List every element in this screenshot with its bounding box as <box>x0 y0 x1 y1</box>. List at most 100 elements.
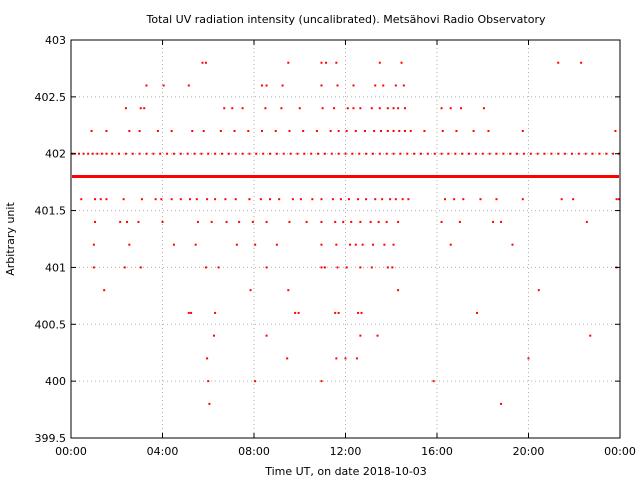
data-point <box>227 152 230 155</box>
data-point <box>92 266 95 269</box>
data-point <box>500 220 503 223</box>
data-point <box>210 220 213 223</box>
data-point <box>323 152 326 155</box>
data-point <box>557 152 560 155</box>
data-points <box>71 61 620 405</box>
data-point <box>269 152 272 155</box>
data-point <box>354 129 357 132</box>
data-point <box>264 107 267 110</box>
data-point <box>170 129 173 132</box>
data-point <box>207 152 210 155</box>
data-point <box>397 107 400 110</box>
data-point <box>119 220 122 223</box>
data-point <box>605 152 608 155</box>
data-point <box>225 220 228 223</box>
data-point <box>161 220 164 223</box>
data-point <box>143 107 146 110</box>
data-point <box>392 129 395 132</box>
x-tick-label: 20:00 <box>513 445 545 458</box>
data-point <box>537 289 540 292</box>
data-point <box>321 107 324 110</box>
data-point <box>386 107 389 110</box>
data-point <box>159 152 162 155</box>
data-point <box>386 129 389 132</box>
data-point <box>299 198 302 201</box>
data-point <box>329 129 332 132</box>
data-point <box>160 198 163 201</box>
data-point <box>354 243 357 246</box>
data-point <box>381 198 384 201</box>
data-point <box>502 152 505 155</box>
data-point <box>186 152 189 155</box>
data-point <box>214 311 217 314</box>
data-point <box>426 152 429 155</box>
data-point <box>365 198 368 201</box>
data-point <box>286 357 289 360</box>
data-point <box>145 152 148 155</box>
data-point <box>371 243 374 246</box>
data-point <box>453 198 456 201</box>
x-tick-label: 00:00 <box>55 445 87 458</box>
data-point <box>126 220 129 223</box>
data-point <box>298 107 301 110</box>
data-point <box>398 129 401 132</box>
data-point <box>403 107 406 110</box>
data-point <box>224 198 227 201</box>
data-point <box>303 152 306 155</box>
data-point <box>495 152 498 155</box>
data-point <box>509 152 512 155</box>
data-point <box>455 129 458 132</box>
data-point <box>191 129 194 132</box>
data-point <box>481 152 484 155</box>
data-point <box>378 107 381 110</box>
data-point <box>172 243 175 246</box>
data-point <box>291 198 294 201</box>
chart-title: Total UV radiation intensity (uncalibrat… <box>146 13 546 26</box>
data-point <box>487 129 490 132</box>
data-point <box>441 129 444 132</box>
data-point <box>352 107 355 110</box>
data-point <box>219 129 222 132</box>
data-point <box>359 107 362 110</box>
x-tick-label: 04:00 <box>147 445 179 458</box>
data-point <box>92 243 95 246</box>
data-point <box>357 311 360 314</box>
data-point <box>162 84 165 87</box>
data-point <box>233 129 236 132</box>
data-point <box>527 357 530 360</box>
data-point <box>241 152 244 155</box>
data-point <box>402 84 405 87</box>
data-point <box>374 198 377 201</box>
data-point <box>476 311 479 314</box>
data-point <box>255 152 258 155</box>
data-point <box>392 107 395 110</box>
data-point <box>294 311 297 314</box>
axis-ticks: 00:00 04:00 08:00 12:00 16:00 20:00 00:00399.5… <box>35 34 636 458</box>
data-point <box>287 61 290 64</box>
data-point <box>105 152 108 155</box>
data-point <box>297 311 300 314</box>
data-point <box>138 129 141 132</box>
data-point <box>105 198 108 201</box>
data-point <box>281 84 284 87</box>
y-axis-label: Arbitrary unit <box>4 202 17 276</box>
data-point <box>440 220 443 223</box>
data-point <box>320 380 323 383</box>
data-point <box>543 152 546 155</box>
data-point <box>401 198 404 201</box>
data-point <box>400 61 403 64</box>
data-point <box>204 61 207 64</box>
data-point <box>337 152 340 155</box>
data-point <box>447 152 450 155</box>
data-point <box>238 220 241 223</box>
data-point <box>206 198 209 201</box>
data-point <box>359 220 362 223</box>
data-point <box>350 220 353 223</box>
data-point <box>100 152 103 155</box>
y-tick-label: 402 <box>45 148 66 161</box>
data-point <box>344 357 347 360</box>
data-point <box>217 266 220 269</box>
data-point <box>78 152 81 155</box>
y-tick-label: 401 <box>45 261 66 274</box>
